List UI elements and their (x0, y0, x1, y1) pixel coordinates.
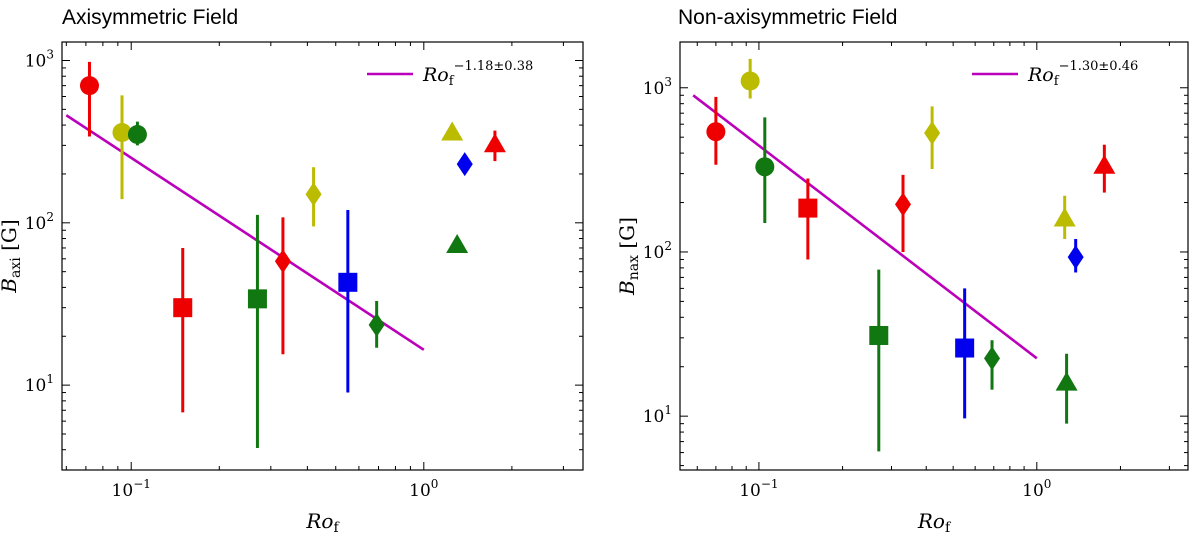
data-point-triangle (1053, 195, 1076, 239)
data-point-square (173, 247, 193, 413)
x-tick-label: 10−1 (112, 477, 151, 501)
y-tick-label: 102 (643, 239, 672, 263)
diamond-marker (924, 121, 941, 146)
triangle-marker (441, 121, 464, 141)
plot-frame (679, 41, 1189, 471)
data-point-circle (740, 58, 760, 99)
data-point-circle (706, 96, 726, 165)
diamond-marker (895, 192, 912, 217)
diamond-marker (984, 346, 1001, 371)
y-tick-label: 101 (25, 372, 54, 396)
square-marker (955, 338, 975, 358)
fit-line (692, 94, 1038, 360)
square-marker (798, 198, 818, 218)
y-axis-label: Baxi [G] (0, 219, 24, 293)
x-tick-label: 100 (409, 477, 438, 501)
circle-marker (740, 71, 760, 91)
circle-marker (79, 76, 99, 96)
data-point-circle (79, 61, 99, 137)
data-point-circle (112, 95, 132, 200)
circle-marker (112, 123, 132, 143)
tick-marks (680, 42, 1188, 470)
square-marker (338, 272, 358, 292)
data-point-triangle (1055, 353, 1078, 424)
triangle-marker (1053, 207, 1076, 227)
chart-title: Axisymmetric Field (62, 6, 239, 29)
data-point-square (955, 288, 975, 419)
plot-frame (61, 41, 584, 471)
data-point-triangle (483, 130, 506, 162)
data-point-diamond (924, 106, 941, 170)
chart-non-axisymmetric: 10−1 100 101 102 103 Rof Bnax [G] Rof−1.30±0.46 (615, 41, 1189, 536)
diamond-marker (1067, 245, 1084, 270)
diamond-marker (274, 249, 291, 274)
data-point-diamond (368, 300, 385, 348)
data-point-diamond (1067, 238, 1084, 273)
y-tick-label: 101 (643, 403, 672, 427)
chart-panel-non-axisymmetric: Non-axisymmetric Field 10−1 100 101 102 103 R… (600, 0, 1200, 540)
data-point-diamond (895, 174, 912, 252)
data-point-diamond (305, 167, 322, 227)
circle-marker (127, 125, 147, 145)
chart-axisymmetric: 10−1 100 101 102 103 Rof Baxi [G] Rof−1.18±0.38 (0, 41, 584, 536)
circle-marker (755, 157, 775, 177)
data-point-circle (755, 117, 775, 224)
x-axis-label: Rof (305, 509, 340, 536)
chart-panel-axisymmetric: Axisymmetric Field 10−1 100 101 102 103 Rof Ba… (0, 6, 584, 536)
legend-label: Rof−1.30±0.46 (1027, 59, 1138, 89)
data-point-square (338, 209, 358, 393)
data-point-diamond (984, 340, 1001, 390)
data-point-diamond (274, 217, 291, 355)
square-marker (173, 298, 193, 318)
fit-line (65, 114, 425, 351)
y-tick-label: 102 (25, 210, 54, 234)
data-point-square (798, 178, 818, 260)
y-axis-label: Bnax [G] (615, 217, 642, 296)
data-point-diamond (456, 152, 473, 177)
x-tick-label: 100 (1022, 477, 1051, 501)
circle-marker (706, 122, 726, 142)
square-marker (247, 289, 267, 309)
triangle-marker (483, 133, 506, 153)
diamond-marker (368, 312, 385, 337)
legend-label: Rof−1.18±0.38 (422, 59, 533, 89)
data-point-triangle (1093, 144, 1116, 193)
data-point-triangle (441, 121, 464, 141)
data-point-circle (127, 121, 147, 146)
diamond-marker (456, 152, 473, 177)
triangle-marker (446, 233, 469, 253)
y-tick-label: 103 (643, 75, 672, 99)
data-point-square (869, 269, 889, 452)
data-point-triangle (446, 233, 469, 253)
chart-title: Non-axisymmetric Field (678, 6, 898, 29)
x-tick-label: 10−1 (739, 477, 778, 501)
diamond-marker (305, 182, 322, 207)
data-point-square (247, 214, 267, 448)
y-tick-label: 103 (25, 47, 54, 71)
square-marker (869, 325, 889, 345)
triangle-marker (1093, 154, 1116, 174)
x-axis-label: Rof (917, 509, 952, 536)
triangle-marker (1055, 371, 1078, 391)
tick-marks (62, 42, 583, 471)
